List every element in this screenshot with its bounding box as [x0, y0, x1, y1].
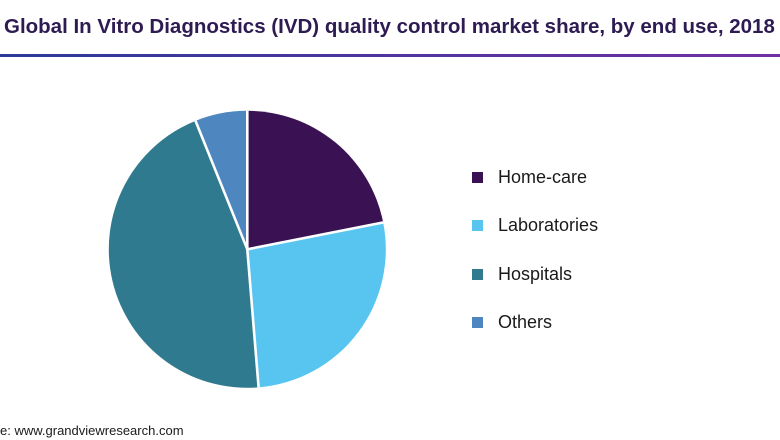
chart-title: Global In Vitro Diagnostics (IVD) qualit…: [4, 15, 775, 38]
legend-item-home-care: Home-care: [472, 166, 587, 188]
legend-swatch-home-care: [472, 171, 483, 183]
legend-label-laboratories: Laboratories: [498, 214, 599, 235]
legend-item-hospitals: Hospitals: [472, 263, 572, 285]
legend-label-others: Others: [498, 311, 553, 332]
pie-slice-separator: [246, 249, 260, 388]
legend-label-home-care: Home-care: [498, 166, 588, 187]
pie-slice-home-care: [247, 110, 384, 250]
pie-slice-separator: [194, 120, 249, 250]
legend-item-laboratories: Laboratories: [472, 214, 598, 236]
legend-item-others: Others: [472, 311, 552, 333]
source-note: e: www.grandviewresearch.com: [0, 423, 184, 438]
legend-swatch-laboratories: [472, 219, 483, 231]
legend-swatch-hospitals: [472, 268, 483, 280]
pie-slices: [108, 110, 386, 388]
legend-label-hospitals: Hospitals: [498, 263, 573, 284]
title-underline-rule: [0, 54, 780, 57]
legend-swatch-others: [472, 316, 483, 328]
pie-slice-laboratories: [247, 222, 386, 388]
pie-slice-separator: [247, 221, 384, 251]
